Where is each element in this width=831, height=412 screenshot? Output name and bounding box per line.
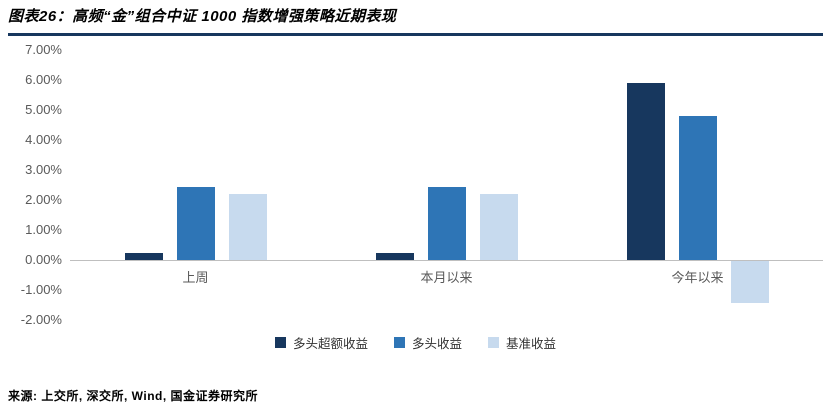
legend-swatch-icon (274, 336, 286, 348)
bar-chart: 7.00% 6.00% 5.00% 4.00% 3.00% 2.00% 1.00% 0.00%… (8, 42, 823, 327)
legend-label: 基准收益 (506, 336, 557, 351)
title-divider (8, 33, 823, 36)
x-axis-label: 今年以来 (671, 270, 724, 285)
y-axis: 7.00% 6.00% 5.00% 4.00% 3.00% 2.00% 1.00% 0.00%… (8, 42, 70, 327)
bar (228, 194, 267, 260)
y-axis-label: 2.00% (25, 192, 62, 207)
bar (427, 186, 466, 260)
bar (124, 252, 163, 260)
y-axis-label: -2.00% (20, 312, 62, 327)
y-axis-label: -1.00% (20, 282, 62, 297)
legend-item: 多头收益 (393, 333, 462, 352)
legend-item: 基准收益 (488, 333, 556, 352)
bar (479, 194, 518, 260)
y-axis-label: 1.00% (25, 222, 62, 237)
legend-label: 多头超额收益 (292, 336, 368, 351)
y-axis-label: 3.00% (25, 162, 62, 177)
y-axis-label: 5.00% (25, 102, 62, 117)
y-axis-label: 4.00% (25, 132, 62, 147)
bar (626, 83, 665, 260)
x-axis-label: 上周 (182, 270, 209, 285)
bar (678, 116, 717, 260)
legend-swatch-icon (488, 336, 499, 348)
y-axis-label: 7.00% (25, 42, 62, 57)
legend-swatch-icon (393, 336, 405, 348)
plot-area: 上周 本月以来 今年以来 (70, 50, 823, 320)
bar (730, 261, 769, 303)
source-note: 来源: 上交所, 深交所, Wind, 国金证券研究所 (8, 389, 259, 403)
chart-legend: 多头超额收益 多头收益 基准收益 (8, 333, 823, 352)
x-axis-label: 本月以来 (420, 270, 473, 285)
y-axis-label: 6.00% (25, 72, 62, 87)
bar (375, 252, 414, 260)
bar (176, 186, 215, 260)
figure-title: 图表26：高频“金”组合中证 1000 指数增强策略近期表现 (8, 8, 397, 25)
legend-item: 多头超额收益 (274, 333, 368, 352)
y-axis-label: 0.00% (25, 252, 62, 267)
x-axis-line (70, 260, 823, 261)
legend-label: 多头收益 (411, 336, 462, 351)
